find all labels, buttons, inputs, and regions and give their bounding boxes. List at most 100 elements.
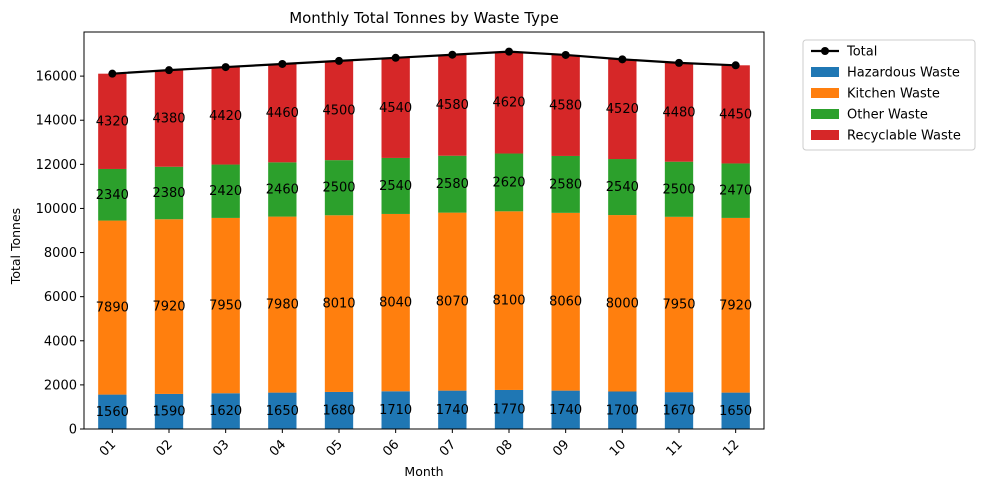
data-label: 1770 <box>492 402 525 417</box>
y-tick-label: 12000 <box>36 158 77 173</box>
x-tick-label: 06 <box>380 437 402 459</box>
legend: Total Hazardous Waste Kitchen Waste Other W… <box>802 39 976 151</box>
data-label: 1670 <box>662 404 695 419</box>
legend-marker <box>821 47 829 55</box>
series-hazardous-waste: 1560 1590 1620 1650 1680 1710 1740 1770 1740 1700… <box>96 389 752 429</box>
total-point <box>391 53 400 62</box>
data-label: 4320 <box>96 114 129 129</box>
bar <box>551 155 580 213</box>
data-label: 4580 <box>549 98 582 113</box>
data-label: 2620 <box>492 175 525 190</box>
bar <box>438 155 467 213</box>
total-point <box>108 69 117 78</box>
data-label: 2540 <box>379 179 412 194</box>
data-label: 4540 <box>379 101 412 116</box>
legend-swatch <box>811 67 839 77</box>
x-tick-label: 10 <box>607 437 629 459</box>
y-tick-label: 10000 <box>36 202 77 217</box>
legend-entry: Kitchen Waste <box>811 87 940 102</box>
bar <box>268 162 297 217</box>
total-point <box>221 63 230 72</box>
legend-label: Recyclable Waste <box>847 129 961 144</box>
total-point <box>335 56 343 65</box>
x-tick-label: 12 <box>720 437 742 459</box>
data-label: 8060 <box>549 295 582 310</box>
data-label: 8000 <box>606 296 639 311</box>
y-tick-label: 6000 <box>44 290 77 305</box>
bar <box>608 391 637 429</box>
data-label: 1700 <box>606 403 639 418</box>
data-label: 2470 <box>719 184 752 199</box>
legend-label: Kitchen Waste <box>847 87 940 102</box>
bar <box>154 393 184 429</box>
legend-entry: Other Waste <box>811 108 928 123</box>
legend-swatch <box>811 109 839 119</box>
series-recyclable-waste: 4320 4380 4420 4460 4500 4540 4580 4620 4580 4520… <box>96 51 752 169</box>
total-point <box>618 55 627 64</box>
total-point <box>448 50 457 59</box>
data-label: 4420 <box>209 109 242 124</box>
data-label: 4450 <box>719 107 752 122</box>
legend-label: Hazardous Waste <box>847 66 960 81</box>
bar <box>721 65 750 164</box>
bar <box>211 217 240 394</box>
data-label: 2540 <box>606 180 639 195</box>
data-label: 8070 <box>436 295 469 310</box>
bar <box>211 67 240 165</box>
bar <box>494 389 524 429</box>
bar <box>324 391 354 429</box>
data-label: 4380 <box>152 111 185 126</box>
data-label: 1560 <box>96 405 129 420</box>
data-label: 2460 <box>266 182 299 197</box>
x-tick-label: 04 <box>267 437 289 459</box>
bar <box>608 159 637 216</box>
bar <box>721 217 750 393</box>
data-label: 1620 <box>209 404 242 419</box>
y-tick-label: 14000 <box>36 114 77 129</box>
data-label: 8100 <box>492 294 525 309</box>
data-label: 1590 <box>152 404 185 419</box>
x-tick-label: 02 <box>154 437 176 459</box>
data-label: 7950 <box>209 299 242 314</box>
y-tick-label: 0 <box>69 423 77 438</box>
x-tick-label: 05 <box>324 437 346 459</box>
legend-entry: Total <box>811 45 877 60</box>
bar <box>664 216 694 393</box>
series-other-waste: 2340 2380 2420 2460 2500 2540 2580 2620 2580 2540… <box>96 153 752 221</box>
plot-frame <box>83 31 765 430</box>
bar <box>98 220 127 395</box>
data-label: 4520 <box>606 102 639 117</box>
data-label: 4580 <box>436 98 469 113</box>
bar <box>268 63 297 163</box>
data-label: 1650 <box>719 404 752 419</box>
data-label: 1710 <box>379 403 412 418</box>
data-label: 2500 <box>662 182 695 197</box>
bar <box>721 392 750 429</box>
x-tick-label: 01 <box>97 437 119 459</box>
legend-label: Total <box>846 45 877 60</box>
x-tick-label: 11 <box>664 437 686 459</box>
data-label: 7890 <box>96 301 129 316</box>
bar <box>324 160 354 216</box>
legend-frame <box>802 39 976 151</box>
bar <box>381 57 410 158</box>
bar <box>494 153 524 212</box>
data-label: 4480 <box>662 105 695 120</box>
chart-title: Monthly Total Tonnes by Waste Type <box>289 9 559 27</box>
total-point <box>675 58 683 67</box>
bar <box>608 59 637 160</box>
data-label: 7950 <box>662 297 695 312</box>
series-total <box>108 47 740 78</box>
legend-label: Other Waste <box>847 108 928 123</box>
x-tick-label: 09 <box>550 437 572 459</box>
bar <box>211 164 240 218</box>
total-point <box>561 50 570 59</box>
bar <box>324 60 354 161</box>
data-label: 1650 <box>266 404 299 419</box>
bar <box>98 73 127 169</box>
bar <box>551 212 580 391</box>
total-line <box>112 50 736 75</box>
total-point <box>731 61 740 70</box>
plot-area: 1560 1590 1620 1650 1680 1710 1740 1770 1740 1700… <box>83 31 765 430</box>
